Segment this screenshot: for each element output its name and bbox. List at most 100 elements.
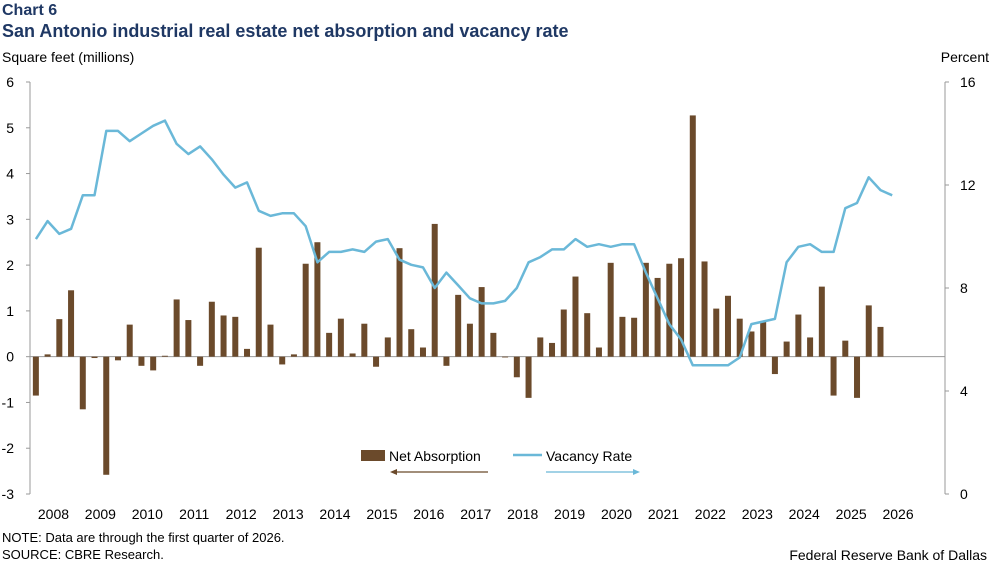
absorption-bar (865, 305, 872, 357)
credit-text: Federal Reserve Bank of Dallas (789, 547, 987, 563)
absorption-bar (466, 323, 473, 357)
y2-tick-label: 8 (960, 280, 968, 296)
absorption-bar (114, 356, 121, 361)
y-tick-label: -1 (2, 394, 15, 410)
absorption-bar (244, 348, 251, 357)
absorption-bar (138, 356, 145, 366)
absorption-bar (607, 262, 614, 357)
y2-tick-label: 4 (960, 383, 968, 399)
absorption-bar (79, 356, 86, 410)
absorption-bar (502, 356, 509, 358)
absorption-bar (830, 356, 837, 396)
absorption-bar (443, 356, 450, 366)
y2-tick-label: 0 (960, 486, 968, 502)
legend-bar-label: Net Absorption (389, 448, 481, 464)
x-tick-label: 2012 (226, 506, 257, 522)
absorption-bar (713, 308, 720, 357)
absorption-bar (103, 356, 110, 475)
absorption-bar (56, 319, 63, 357)
right-axis-title: Percent (940, 49, 989, 65)
note-text: NOTE: Data are through the first quarter… (2, 530, 285, 545)
absorption-bar (490, 332, 497, 357)
x-tick-label: 2023 (742, 506, 773, 522)
source-text: SOURCE: CBRE Research. (2, 547, 164, 562)
x-tick-label: 2020 (601, 506, 632, 522)
absorption-bar (619, 316, 626, 357)
absorption-bar (220, 315, 227, 357)
x-tick-label: 2024 (789, 506, 820, 522)
absorption-bar (91, 356, 98, 359)
vacancy-rate-line (34, 119, 893, 367)
absorption-bar (549, 342, 556, 357)
absorption-bar (666, 263, 673, 357)
absorption-bar (197, 356, 204, 366)
absorption-bar (724, 295, 731, 357)
y-tick-label: 4 (6, 166, 14, 182)
absorption-bar (349, 353, 356, 357)
x-tick-label: 2019 (554, 506, 585, 522)
x-tick-label: 2013 (272, 506, 303, 522)
absorption-bar (314, 242, 321, 357)
absorption-bar (431, 223, 438, 357)
absorption-bar (279, 356, 286, 365)
absorption-bar (208, 301, 215, 357)
x-tick-label: 2017 (460, 506, 491, 522)
left-axis-title: Square feet (millions) (2, 49, 135, 65)
absorption-bar (701, 261, 708, 357)
absorption-bar (513, 356, 520, 378)
y-tick-label: 0 (6, 349, 14, 365)
y-tick-label: 1 (6, 303, 14, 319)
legend-line-label: Vacancy Rate (546, 448, 632, 464)
absorption-bar (736, 318, 743, 357)
y-tick-label: 3 (6, 211, 14, 227)
absorption-bar (771, 356, 778, 375)
absorption-bar (572, 276, 579, 357)
legend-left-arrowhead (390, 469, 397, 475)
absorption-bar (854, 356, 861, 398)
absorption-bar (631, 317, 638, 357)
absorption-bar (255, 247, 262, 357)
y-tick-label: 2 (6, 257, 14, 273)
absorption-bar (232, 316, 239, 357)
absorption-bar (678, 258, 685, 357)
absorption-bar (173, 299, 180, 357)
absorption-bar (877, 326, 884, 357)
absorption-bar (795, 314, 802, 357)
absorption-bar (595, 347, 602, 357)
absorption-bar (337, 318, 344, 357)
absorption-bar (642, 262, 649, 357)
absorption-bar (818, 286, 825, 357)
chart-plot: 6 5 4 3 2 1 0 -1 -2 -3 16 12 8 4 0 2008 2009 2010 2011 2012… (2, 74, 976, 522)
absorption-bar (842, 340, 849, 357)
absorption-bar (290, 354, 297, 357)
absorption-bar (326, 332, 333, 357)
x-tick-label: 2011 (179, 506, 209, 522)
x-tick-label: 2018 (507, 506, 538, 522)
x-tick-label: 2010 (132, 506, 163, 522)
y-tick-label: -2 (2, 440, 15, 456)
absorption-bar (560, 309, 567, 357)
y-tick-label: -3 (2, 486, 15, 502)
x-tick-label: 2009 (85, 506, 116, 522)
absorption-bar (525, 356, 532, 398)
y-tick-label: 5 (6, 120, 14, 136)
y2-tick-label: 16 (960, 74, 976, 90)
legend-bar-swatch (361, 450, 385, 461)
y2-tick-label: 12 (960, 177, 976, 193)
absorption-bar (185, 320, 192, 357)
absorption-bar (361, 323, 368, 357)
x-tick-label: 2026 (882, 506, 913, 522)
absorption-bar (126, 324, 133, 357)
absorption-bar (68, 290, 75, 357)
absorption-bar (396, 248, 403, 357)
absorption-bar (302, 263, 309, 357)
x-tick-label: 2016 (413, 506, 444, 522)
x-tick-label: 2025 (836, 506, 867, 522)
x-tick-label: 2022 (695, 506, 726, 522)
absorption-bar (584, 313, 591, 357)
absorption-bar (384, 337, 391, 357)
absorption-bar (783, 341, 790, 357)
absorption-bar (373, 356, 380, 367)
absorption-bar (408, 329, 415, 357)
absorption-bar (161, 355, 168, 357)
